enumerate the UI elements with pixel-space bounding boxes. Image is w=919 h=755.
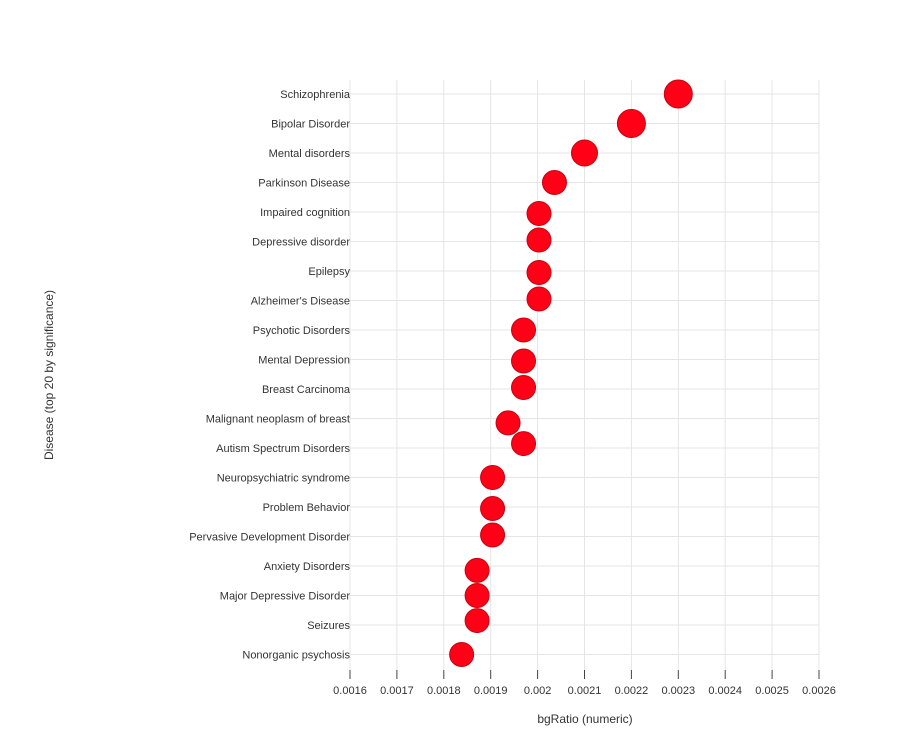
- x-tick-label: 0.0019: [474, 685, 508, 697]
- data-point[interactable]: [526, 200, 552, 226]
- data-point[interactable]: [526, 259, 552, 285]
- y-tick-label: Malignant neoplasm of breast: [206, 414, 350, 426]
- y-axis: Schizophrenia Bipolar Disorder Mental diso…: [189, 89, 351, 662]
- data-point[interactable]: [449, 642, 475, 667]
- x-tick-label: 0.0024: [708, 685, 742, 697]
- data-point[interactable]: [526, 286, 552, 312]
- y-tick-label: Neuropsychiatric syndrome: [217, 473, 350, 485]
- grid-layer: [349, 80, 820, 670]
- data-point[interactable]: [464, 557, 490, 583]
- y-tick-label: Nonorganic psychosis: [242, 650, 350, 662]
- y-tick-label: Alzheimer's Disease: [251, 296, 350, 308]
- y-tick-label: Breast Carcinoma: [262, 384, 351, 396]
- x-tick-label: 0.0021: [568, 685, 602, 697]
- y-tick-label: Schizophrenia: [280, 89, 351, 101]
- y-tick-label: Psychotic Disorders: [253, 325, 351, 337]
- x-tick-label: 0.0016: [333, 685, 367, 697]
- y-tick-label: Pervasive Development Disorder: [189, 532, 350, 544]
- x-tick-label: 0.0025: [755, 685, 789, 697]
- y-tick-label: Depressive disorder: [252, 237, 350, 249]
- y-tick-label: Parkinson Disease: [258, 178, 350, 190]
- y-tick-label: Major Depressive Disorder: [220, 591, 351, 603]
- y-tick-label: Anxiety Disorders: [264, 561, 351, 573]
- x-tick-label: 0.002: [524, 685, 552, 697]
- x-axis: 0.0016 0.0017 0.0018 0.0019 0.002 0.0021 0.002…: [333, 670, 836, 697]
- data-point[interactable]: [541, 170, 567, 195]
- x-tick-label: 0.0018: [427, 685, 461, 697]
- data-point[interactable]: [511, 348, 537, 374]
- data-point[interactable]: [495, 410, 521, 436]
- data-point[interactable]: [464, 583, 490, 608]
- y-tick-label: Mental disorders: [269, 148, 351, 160]
- data-point[interactable]: [571, 139, 598, 167]
- data-point[interactable]: [663, 79, 693, 109]
- data-point[interactable]: [511, 375, 537, 401]
- y-tick-label: Epilepsy: [308, 266, 350, 278]
- points-layer: [449, 79, 693, 667]
- y-tick-label: Bipolar Disorder: [271, 119, 350, 131]
- data-point[interactable]: [616, 109, 646, 138]
- x-tick-label: 0.0023: [661, 685, 695, 697]
- y-tick-label: Seizures: [307, 620, 350, 632]
- y-tick-label: Mental Depression: [258, 355, 350, 367]
- y-tick-label: Problem Behavior: [263, 502, 351, 514]
- data-point[interactable]: [511, 431, 537, 457]
- data-point[interactable]: [480, 522, 506, 548]
- data-point[interactable]: [480, 465, 506, 490]
- x-tick-label: 0.0026: [802, 685, 836, 697]
- data-point[interactable]: [464, 608, 490, 634]
- data-point[interactable]: [511, 317, 537, 343]
- data-point[interactable]: [480, 495, 506, 521]
- y-tick-label: Autism Spectrum Disorders: [216, 443, 350, 455]
- x-tick-label: 0.0017: [380, 685, 414, 697]
- y-tick-label: Impaired cognition: [260, 207, 350, 219]
- data-point[interactable]: [526, 227, 552, 253]
- x-axis-title: bgRatio (numeric): [537, 712, 632, 726]
- y-axis-title: Disease (top 20 by significance): [42, 290, 56, 460]
- x-tick-label: 0.0022: [615, 685, 649, 697]
